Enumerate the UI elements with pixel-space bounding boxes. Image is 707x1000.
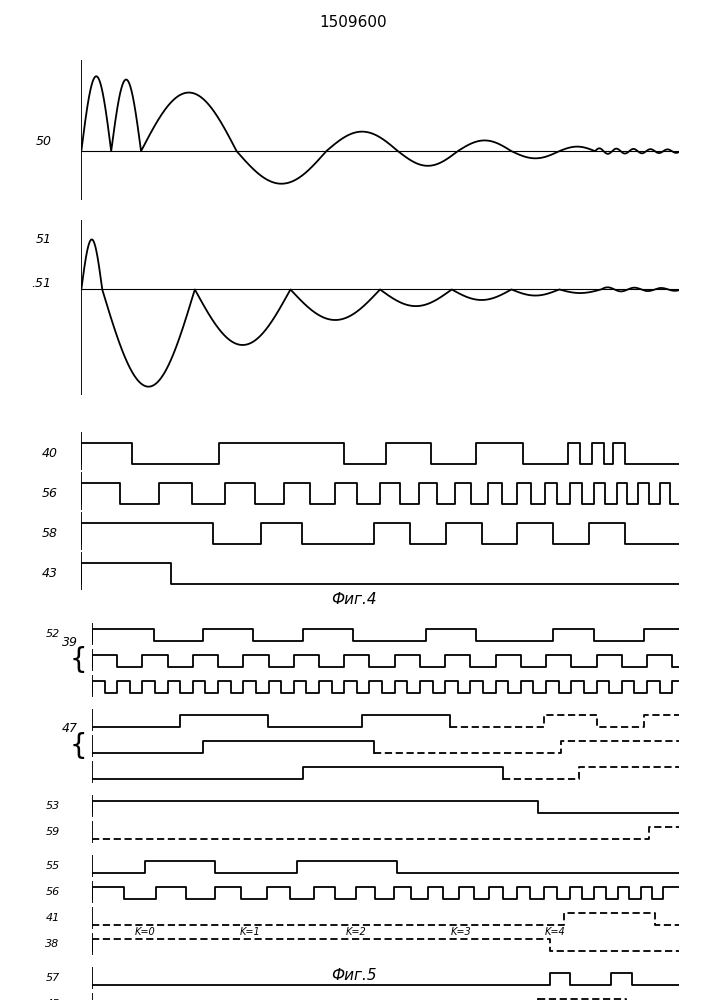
Text: 38: 38	[45, 939, 59, 949]
Text: 40: 40	[42, 447, 57, 460]
Text: Фиг.4: Фиг.4	[331, 592, 376, 607]
Text: 59: 59	[45, 827, 59, 837]
Text: 58: 58	[42, 527, 57, 540]
Text: 51: 51	[35, 233, 52, 246]
Text: 39: 39	[62, 636, 78, 649]
Text: 52: 52	[45, 629, 59, 639]
Text: Фиг.5: Фиг.5	[331, 968, 376, 982]
Text: 47: 47	[62, 722, 78, 735]
Text: 55: 55	[45, 861, 59, 871]
Text: 1509600: 1509600	[320, 15, 387, 30]
Text: 50: 50	[35, 135, 52, 148]
Text: 43: 43	[42, 567, 57, 580]
Text: 41: 41	[45, 913, 59, 923]
Text: K=1: K=1	[240, 927, 261, 937]
Text: {: {	[69, 732, 87, 760]
Text: .51: .51	[31, 277, 52, 290]
Text: K=0: K=0	[134, 927, 155, 937]
Text: 57: 57	[45, 973, 59, 983]
Text: K=2: K=2	[346, 927, 366, 937]
Text: K=3: K=3	[451, 927, 472, 937]
Text: 53: 53	[45, 801, 59, 811]
Text: K=4: K=4	[545, 927, 566, 937]
Text: 56: 56	[42, 487, 57, 500]
Text: {: {	[69, 646, 87, 674]
Text: 56: 56	[45, 887, 59, 897]
